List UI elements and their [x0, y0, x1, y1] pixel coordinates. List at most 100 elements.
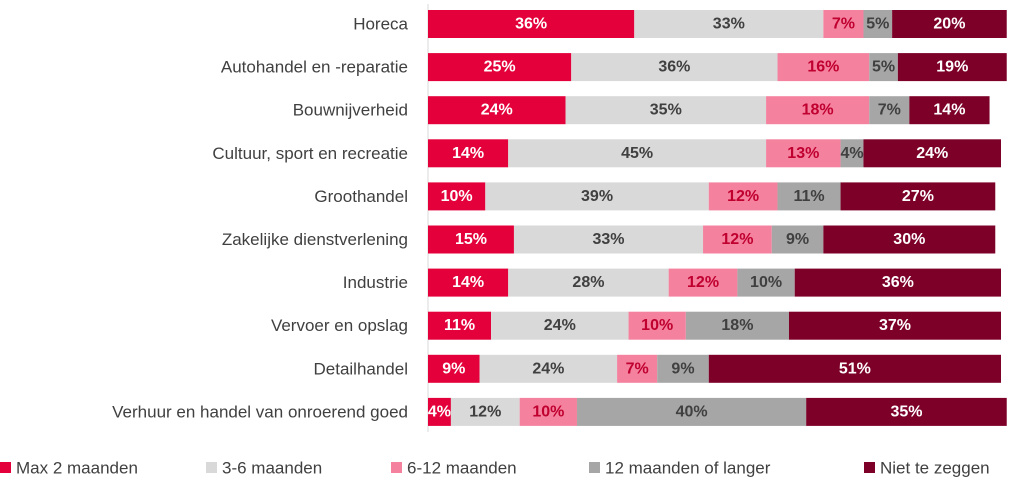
value-label: 10%	[441, 188, 473, 205]
value-label: 24%	[544, 317, 576, 334]
value-label: 11%	[793, 188, 824, 205]
category-label: Vervoer en opslag	[271, 316, 408, 335]
legend-label: 6-12 maanden	[407, 459, 517, 478]
value-label: 18%	[802, 102, 834, 119]
value-label: 12%	[727, 188, 759, 205]
bar-segment	[863, 139, 1001, 168]
value-label: 36%	[882, 274, 914, 291]
bar-segment	[571, 53, 778, 82]
value-label: 19%	[936, 59, 968, 76]
value-label: 33%	[592, 231, 624, 248]
bar-segment	[634, 10, 824, 38]
bar-segment	[806, 397, 1007, 426]
legend-swatch	[0, 462, 11, 473]
value-label: 40%	[676, 403, 708, 420]
bar-segment	[513, 225, 704, 254]
value-label: 28%	[572, 274, 604, 291]
legend-label: 12 maanden of langer	[605, 459, 771, 478]
bar-segment	[576, 397, 807, 426]
value-label: 36%	[658, 59, 690, 76]
value-label: 7%	[878, 102, 901, 119]
bar-segment	[794, 268, 1001, 297]
bar-segment	[869, 53, 898, 82]
bar-segment	[909, 96, 990, 125]
value-label: 39%	[581, 188, 613, 205]
value-label: 45%	[621, 145, 653, 162]
value-label: 14%	[933, 102, 965, 119]
value-label: 14%	[452, 145, 484, 162]
bar-segment	[428, 225, 514, 254]
value-label: 12%	[721, 231, 753, 248]
bar-segment	[863, 10, 893, 38]
bar-segment	[897, 53, 1007, 82]
value-label: 14%	[452, 274, 484, 291]
bar-segment	[628, 311, 686, 340]
bar-segment	[519, 397, 577, 426]
category-label: Industrie	[343, 273, 408, 292]
bar-segment	[491, 311, 629, 340]
bar-segment	[668, 268, 738, 297]
bar-segment	[869, 96, 910, 125]
bar-segment	[823, 10, 864, 38]
value-label: 5%	[866, 16, 889, 33]
category-label: Autohandel en -reparatie	[221, 58, 408, 77]
bar-segment	[428, 268, 509, 297]
bar-segment	[708, 354, 1001, 383]
value-label: 10%	[532, 403, 564, 420]
value-label: 51%	[839, 360, 871, 377]
bar-segment	[428, 182, 486, 211]
category-label: Detailhandel	[313, 359, 408, 378]
bar-segment	[892, 10, 1007, 38]
legend-swatch	[589, 462, 600, 473]
bar-segment	[657, 354, 709, 383]
value-label: 18%	[721, 317, 753, 334]
value-label: 9%	[442, 360, 465, 377]
value-label: 9%	[671, 360, 694, 377]
value-label: 12%	[687, 274, 719, 291]
value-label: 10%	[750, 274, 782, 291]
bar-segment	[840, 139, 864, 168]
legend-label: Niet te zeggen	[880, 459, 990, 478]
value-label: 5%	[872, 59, 895, 76]
bar-segment	[737, 268, 795, 297]
bar-segment	[428, 311, 492, 340]
bar-segment	[565, 96, 767, 125]
category-label: Horeca	[353, 15, 408, 34]
value-label: 37%	[879, 317, 911, 334]
value-label: 24%	[916, 145, 948, 162]
value-label: 35%	[890, 403, 922, 420]
value-label: 20%	[933, 16, 965, 33]
value-label: 24%	[481, 102, 513, 119]
bar-segment	[485, 182, 709, 211]
bar-segment	[777, 53, 870, 82]
category-label: Groothandel	[314, 187, 408, 206]
bar-segment	[428, 53, 572, 82]
bar-segment	[428, 96, 566, 125]
legend-swatch	[864, 462, 875, 473]
bar-segment	[617, 354, 658, 383]
legend-label: Max 2 maanden	[16, 459, 138, 478]
bar-segment	[766, 96, 870, 125]
value-label: 10%	[641, 317, 673, 334]
value-label: 33%	[713, 16, 745, 33]
bar-segment	[777, 182, 841, 211]
legend-label: 3-6 maanden	[222, 459, 322, 478]
bar-segment	[428, 139, 509, 168]
bar-segment	[771, 225, 824, 254]
category-label: Verhuur en handel van onroerend goed	[112, 402, 408, 421]
bar-segment	[508, 139, 767, 168]
bar-segment	[685, 311, 789, 340]
bar-segment	[508, 268, 669, 297]
legend-swatch	[391, 462, 402, 473]
legend-swatch	[206, 462, 217, 473]
category-label: Bouwnijverheid	[293, 101, 408, 120]
bar-segment	[840, 182, 996, 211]
value-label: 15%	[455, 231, 487, 248]
bar-segment	[428, 10, 635, 38]
value-label: 12%	[469, 403, 501, 420]
value-label: 4%	[428, 403, 451, 420]
value-label: 35%	[650, 102, 682, 119]
bar-segment	[703, 225, 772, 254]
bar-segment	[450, 397, 520, 426]
